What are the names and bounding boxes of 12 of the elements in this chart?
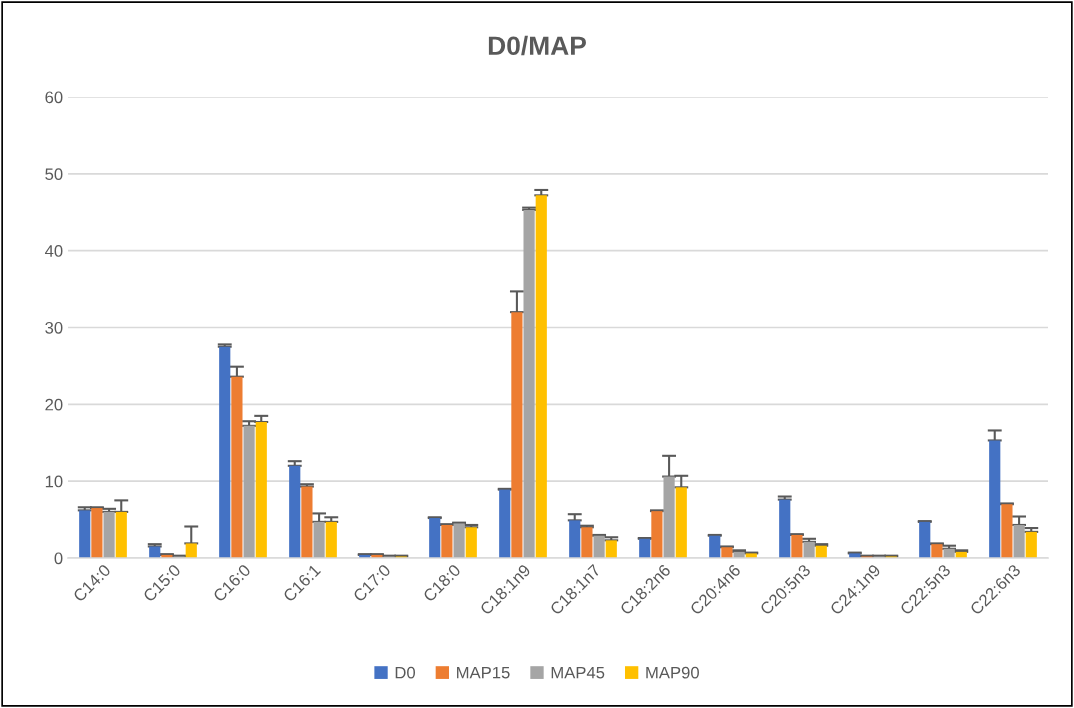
legend-label: MAP15	[457, 666, 510, 679]
legend-label: MAP45	[551, 666, 605, 679]
chart-title: D0/MAP	[488, 35, 586, 56]
legend-label: D0	[395, 666, 416, 679]
y-tick-label: 40	[44, 245, 63, 257]
y-tick-label: 50	[45, 168, 63, 181]
y-tick-label: 20	[45, 398, 63, 411]
legend-label: MAP90	[646, 666, 699, 679]
y-tick-label: 0	[54, 552, 63, 565]
y-tick-label: 30	[45, 321, 63, 334]
y-tick-label: 10	[45, 475, 63, 488]
y-tick-label: 60	[45, 91, 63, 104]
